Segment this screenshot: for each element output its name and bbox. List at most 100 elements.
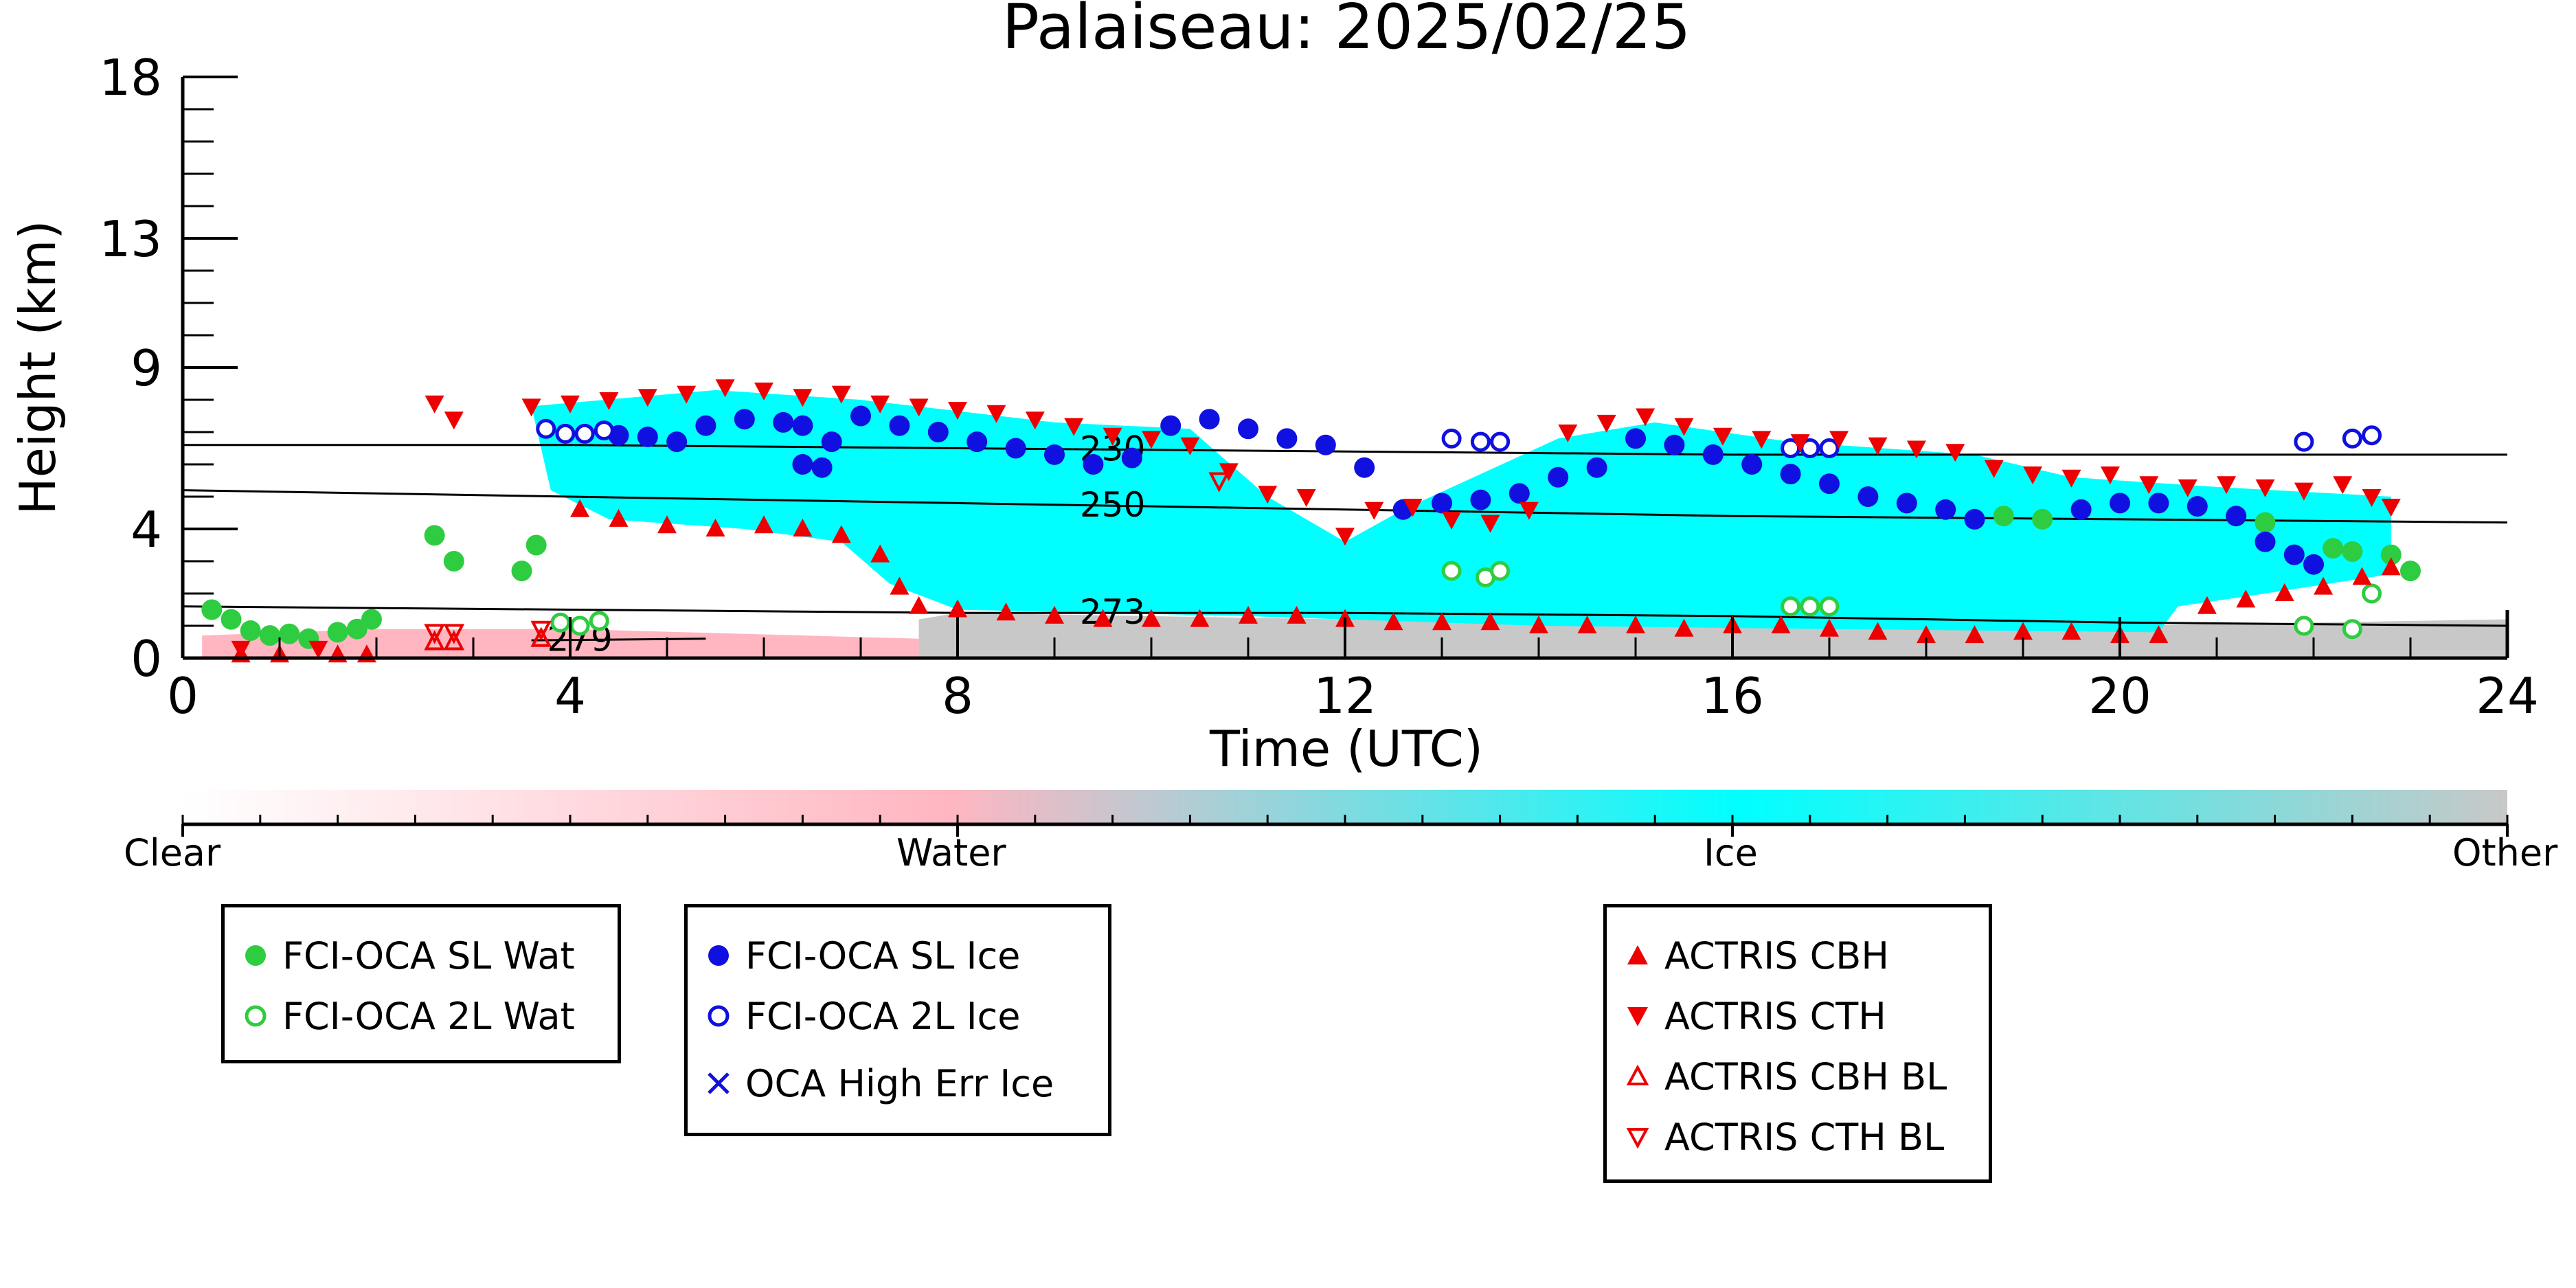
data-point [695, 415, 716, 436]
colorbar-label-clear: Clear [124, 831, 221, 874]
data-point [715, 379, 735, 398]
data-point [1636, 408, 1656, 427]
legend-actris: ACTRIS CBH ACTRIS CTH ACTRIS CBH BL ACTR… [1603, 904, 1992, 1183]
legend-item-actris-cth-bl: ACTRIS CTH BL [1620, 1109, 1944, 1164]
contour-line [182, 489, 2508, 524]
data-point [2362, 583, 2382, 604]
colorbar-ticks [181, 815, 2509, 837]
legend-label: FCI-OCA SL Wat [282, 934, 575, 978]
data-point [2342, 541, 2363, 562]
data-point [1993, 506, 2014, 527]
data-point [792, 415, 813, 436]
data-point [570, 499, 590, 517]
data-point [1965, 625, 1985, 644]
data-point [240, 620, 261, 642]
data-point [1064, 418, 1084, 436]
data-point [444, 411, 464, 430]
data-point [1480, 515, 1500, 533]
axes: 0 4 9 13 18 0 4 8 12 16 20 24 [99, 49, 2538, 725]
legend-item-fci-oca-sl-ice: FCI-OCA SL Ice [701, 928, 1020, 983]
data-point [948, 402, 967, 420]
data-point [821, 431, 842, 453]
data-point [2380, 544, 2402, 565]
data-point [1529, 615, 1548, 633]
data-point [2342, 619, 2362, 640]
contour-label: 273 [1080, 592, 1145, 632]
data-point [569, 615, 590, 636]
data-point [2148, 493, 2169, 514]
data-point [2255, 479, 2275, 497]
data-point [1558, 425, 1578, 442]
data-point [1441, 428, 1462, 449]
data-point [2197, 596, 2217, 614]
series-fci-oca-2l-wat [550, 561, 2382, 640]
data-point [870, 395, 890, 414]
data-point [1800, 596, 1820, 617]
data-point [1596, 414, 1616, 433]
data-point [2352, 567, 2372, 585]
data-point [2070, 499, 2092, 520]
data-point [424, 630, 445, 651]
data-point [2023, 466, 2043, 485]
data-point [2178, 479, 2197, 497]
data-point [734, 409, 755, 430]
data-point [2187, 496, 2208, 517]
data-point [1664, 434, 1685, 455]
data-point [986, 405, 1006, 423]
water-field [202, 629, 919, 658]
data-point [2381, 499, 2401, 517]
data-point [2100, 466, 2120, 485]
data-point [530, 620, 552, 642]
data-point [1771, 615, 1791, 633]
series-actris-cth [231, 379, 2401, 659]
data-point [811, 457, 833, 478]
data-point [1219, 463, 1239, 482]
data-point [1945, 444, 1965, 462]
legend-label: ACTRIS CBH BL [1664, 1054, 1947, 1098]
legend-item-fci-oca-2l-wat: FCI-OCA 2L Wat [238, 988, 575, 1043]
data-point [2400, 561, 2421, 582]
data-point [1383, 612, 1403, 631]
data-point [1868, 437, 1888, 455]
y-axis-label: Height (km) [9, 221, 67, 515]
data-point [2342, 428, 2362, 449]
data-point [574, 423, 595, 444]
data-point [1741, 454, 1763, 475]
legend-ice: FCI-OCA SL Ice FCI-OCA 2L Ice OCA High E… [684, 904, 1111, 1136]
data-point [1917, 625, 1936, 644]
data-point [1142, 609, 1161, 627]
data-point [2061, 469, 2081, 488]
data-point [201, 599, 223, 620]
y-tick-label: 4 [131, 501, 162, 558]
open-triangle-down-icon [1626, 1128, 1649, 1149]
data-point [1160, 415, 1182, 436]
data-point [1819, 473, 1840, 495]
data-point [2314, 576, 2334, 595]
data-point [1287, 605, 1307, 624]
data-point [1442, 511, 1462, 530]
legend-water: FCI-OCA SL Wat FCI-OCA 2L Wat [221, 904, 621, 1063]
x-tick-label: 24 [2476, 667, 2539, 725]
data-point [530, 626, 552, 647]
data-point [2013, 622, 2033, 640]
data-point [1045, 605, 1064, 624]
data-point [890, 576, 909, 595]
contour-label: 250 [1080, 485, 1145, 525]
open-circle-icon [245, 1005, 267, 1027]
data-point [1548, 466, 1569, 488]
legend-label: ACTRIS CTH [1664, 994, 1886, 1038]
data-point [1984, 460, 2004, 478]
colorbar-label-ice: Ice [1704, 831, 1758, 874]
data-point [1180, 437, 1200, 455]
data-point [443, 624, 465, 644]
data-point [346, 618, 368, 640]
open-triangle-up-icon [1626, 1064, 1649, 1085]
data-point [1199, 409, 1220, 430]
series-actris-cbh-bl [424, 626, 552, 651]
data-point [1781, 596, 1801, 617]
data-point [666, 431, 688, 453]
data-point [1868, 622, 1888, 640]
data-point [1432, 493, 1452, 514]
data-point [2110, 493, 2130, 514]
other-field [918, 613, 2507, 658]
